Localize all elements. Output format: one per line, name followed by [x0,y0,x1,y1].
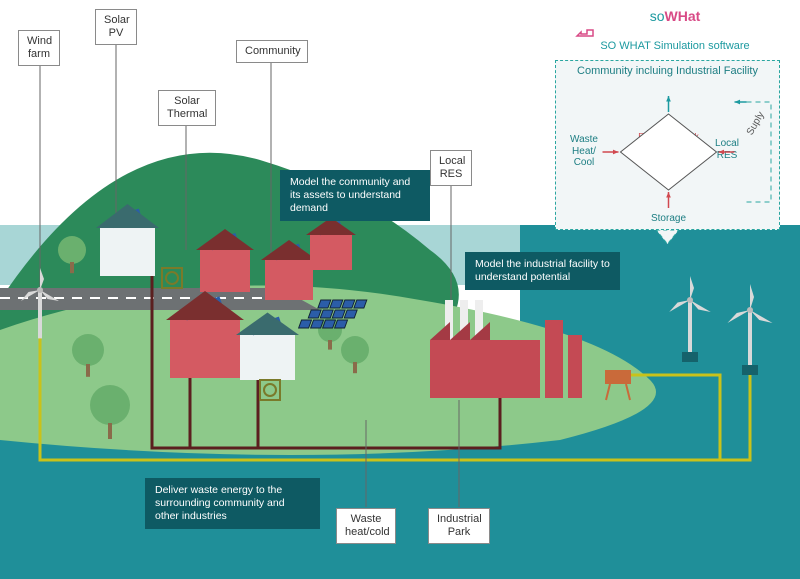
logo-subtitle: SO WHAT Simulation software [575,40,775,52]
simulation-diagram-panel: Community incluing Industrial Facility W… [555,60,780,230]
logo-prefix: so [650,8,665,24]
logo-main: WHat [665,8,701,24]
callout-model-industrial: Model the industrial facility to underst… [465,252,620,290]
label-industrial-park: IndustrialPark [428,508,490,544]
logo: soWHat SO WHAT Simulation software [575,8,775,52]
callout-deliver-waste: Deliver waste energy to the surrounding … [145,478,320,529]
label-solar-thermal: SolarThermal [158,90,216,126]
callout-model-community: Model the community and its assets to un… [280,170,430,221]
label-local-res: LocalRES [430,150,472,186]
label-waste-heat-cold: Wasteheat/cold [336,508,396,544]
label-community: Community [236,40,308,63]
label-solar-pv: SolarPV [95,9,137,45]
label-wind-farm: Windfarm [18,30,60,66]
